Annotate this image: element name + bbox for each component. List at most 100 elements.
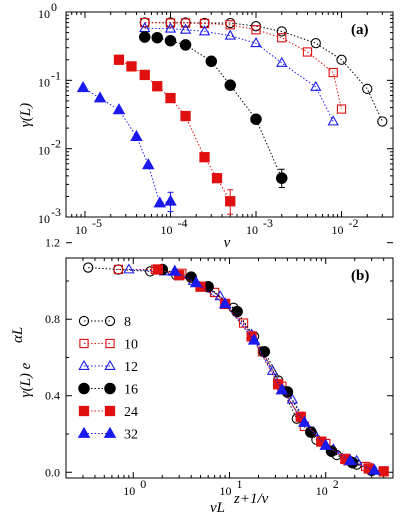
x-tick-label: 10 bbox=[75, 223, 87, 237]
y-axis-label: γ(L) e bbox=[18, 362, 34, 397]
data-point bbox=[151, 31, 163, 44]
data-point bbox=[164, 22, 177, 33]
data-point bbox=[142, 158, 155, 170]
legend-label: 16 bbox=[124, 383, 138, 398]
series-line bbox=[174, 270, 375, 471]
panel-label: (b) bbox=[351, 268, 369, 284]
data-point bbox=[225, 20, 235, 30]
series-12-open bbox=[123, 263, 378, 473]
x-axis-label: v bbox=[224, 235, 231, 251]
data-point bbox=[140, 17, 150, 28]
x-axis-label: vL bbox=[210, 500, 225, 516]
legend-marker bbox=[104, 315, 116, 327]
data-point bbox=[344, 454, 357, 466]
data-point bbox=[225, 196, 236, 207]
data-point bbox=[277, 33, 287, 43]
data-point bbox=[113, 264, 124, 275]
data-point bbox=[179, 23, 192, 34]
series-line bbox=[118, 268, 366, 467]
data-point bbox=[224, 29, 236, 40]
x-tick-exponent: -5 bbox=[92, 216, 102, 230]
x-tick-exponent: -3 bbox=[263, 216, 273, 230]
x-tick-exponent: 1 bbox=[237, 477, 243, 491]
series-12-open bbox=[139, 22, 339, 126]
data-point bbox=[126, 61, 137, 72]
series-24-filled bbox=[113, 54, 236, 215]
x-tick-label: 10 bbox=[246, 223, 258, 237]
data-point bbox=[123, 263, 135, 274]
data-point bbox=[152, 264, 163, 275]
data-point bbox=[205, 55, 218, 68]
data-point bbox=[224, 79, 237, 91]
legend-marker bbox=[78, 315, 90, 327]
data-point bbox=[310, 80, 322, 91]
series-32-filled bbox=[168, 264, 381, 475]
series-10-open bbox=[113, 264, 371, 472]
y-tick-label: 10 bbox=[38, 75, 50, 89]
data-point bbox=[368, 463, 381, 475]
data-point bbox=[327, 115, 339, 126]
series-32-filled bbox=[76, 80, 177, 213]
y-axis-label-superscript: αL bbox=[10, 327, 26, 343]
y-tick-label: 0.4 bbox=[45, 389, 60, 403]
series-line bbox=[144, 22, 343, 110]
data-point bbox=[113, 264, 124, 275]
data-point bbox=[336, 104, 347, 114]
data-point bbox=[378, 466, 389, 477]
y-tick-exponent: -3 bbox=[51, 205, 61, 219]
data-point bbox=[275, 383, 289, 395]
data-point bbox=[112, 103, 126, 115]
data-point bbox=[218, 297, 232, 309]
y-axis-label: γ(L) bbox=[18, 103, 34, 127]
x-tick-label: 10 bbox=[160, 223, 172, 237]
data-point bbox=[165, 18, 176, 28]
y-tick-exponent: -1 bbox=[51, 68, 61, 82]
legend-label: 32 bbox=[124, 428, 138, 443]
series-line bbox=[82, 87, 171, 204]
legend-label: 24 bbox=[124, 405, 138, 420]
legend-item-8-open: 8 bbox=[78, 315, 131, 330]
legend-label: 10 bbox=[124, 338, 138, 353]
data-point bbox=[336, 54, 347, 65]
legend-label: 8 bbox=[124, 315, 131, 330]
data-point bbox=[272, 379, 284, 390]
legend-item-10-open: 10 bbox=[79, 338, 138, 353]
data-point bbox=[319, 438, 332, 450]
data-point bbox=[76, 80, 90, 93]
legend-marker bbox=[78, 359, 90, 370]
data-point bbox=[113, 54, 125, 65]
y-tick-label: 10 bbox=[38, 144, 50, 158]
data-point bbox=[83, 262, 94, 273]
data-point bbox=[247, 333, 261, 345]
data-point bbox=[164, 194, 177, 206]
data-point bbox=[199, 18, 210, 29]
data-point bbox=[250, 113, 262, 125]
legend-marker bbox=[77, 426, 91, 438]
series-10-open bbox=[140, 17, 347, 114]
series-16-filled bbox=[138, 31, 288, 189]
x-tick-exponent: 2 bbox=[333, 477, 339, 491]
data-point bbox=[164, 34, 177, 47]
data-point bbox=[298, 415, 311, 427]
data-point bbox=[231, 305, 243, 318]
data-point bbox=[286, 393, 299, 404]
data-point bbox=[199, 152, 210, 163]
y-tick-exponent: -2 bbox=[51, 137, 61, 151]
legend-marker bbox=[104, 382, 116, 395]
y-tick-label: 0.0 bbox=[45, 465, 60, 479]
data-point bbox=[153, 196, 167, 208]
legend-marker bbox=[79, 338, 89, 349]
data-point bbox=[305, 426, 317, 438]
x-tick-exponent: 0 bbox=[140, 477, 146, 491]
y-tick-label: 0.8 bbox=[45, 312, 60, 326]
legend-marker bbox=[104, 359, 116, 370]
data-point bbox=[168, 264, 182, 276]
series-16-filled bbox=[156, 263, 378, 477]
y-tick-label: 10 bbox=[38, 7, 50, 21]
data-point bbox=[152, 81, 163, 92]
x-tick-label: 10 bbox=[332, 223, 344, 237]
series-line bbox=[144, 22, 383, 122]
legend-marker bbox=[78, 382, 90, 395]
legend-marker bbox=[103, 426, 117, 438]
